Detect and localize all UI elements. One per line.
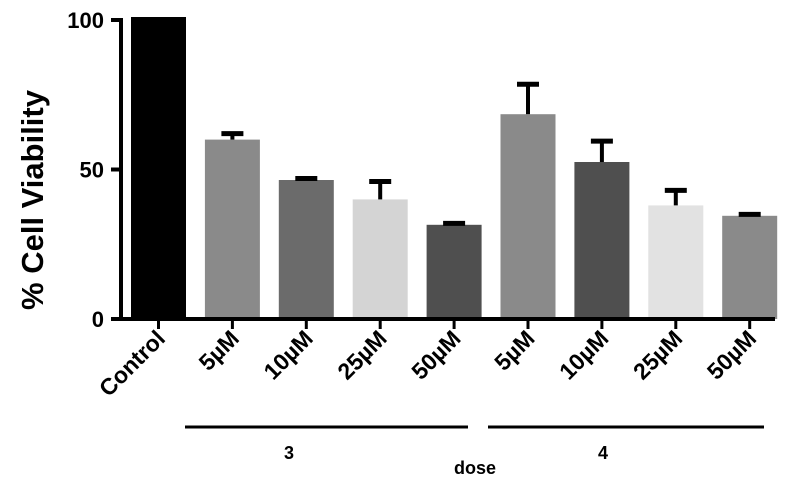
bar-7 — [648, 205, 704, 319]
x-ticks-layer — [157, 319, 752, 329]
bars-layer — [131, 17, 778, 319]
error-bars-layer — [221, 81, 761, 226]
y-tick-label-1: 50 — [80, 158, 104, 183]
category-label-6: 10µM — [554, 325, 613, 384]
error-bar-7 — [664, 187, 687, 206]
group-label-1: 4 — [598, 443, 608, 463]
y-tick-label-0: 0 — [92, 307, 104, 332]
bar-4 — [426, 224, 482, 319]
y-ticks-layer: 0 50 100 — [67, 8, 121, 332]
category-labels-layer: Control 5µM 10µM 25µM 50µM 5µM 10µM 25µM 50µM — [94, 325, 761, 401]
bar-3 — [352, 199, 408, 319]
error-bar-2 — [295, 175, 318, 181]
error-bar-5 — [517, 81, 539, 115]
category-label-1: 5µM — [194, 325, 244, 375]
category-label-5: 5µM — [489, 325, 539, 375]
category-label-8: 50µM — [702, 325, 761, 384]
category-label-3: 25µM — [332, 325, 391, 384]
bar-1 — [204, 139, 260, 319]
bar-6 — [574, 162, 630, 319]
error-bar-8 — [738, 211, 761, 217]
group-label-0: 3 — [284, 443, 294, 463]
y-axis-label: % Cell Viability — [15, 89, 50, 310]
category-label-0: Control — [94, 325, 170, 401]
bar-8 — [722, 215, 778, 319]
category-label-2: 10µM — [258, 325, 317, 384]
y-tick-label-2: 100 — [67, 8, 104, 33]
error-bar-3 — [369, 178, 392, 200]
bar-5 — [500, 114, 556, 319]
x-axis-label: dose — [454, 458, 496, 478]
error-bar-6 — [590, 138, 613, 163]
error-bar-4 — [443, 220, 466, 226]
bar-2 — [278, 180, 334, 319]
category-label-7: 25µM — [628, 325, 687, 384]
category-label-4: 50µM — [406, 325, 465, 384]
bar-0 — [131, 17, 186, 319]
error-bar-1 — [221, 131, 244, 140]
